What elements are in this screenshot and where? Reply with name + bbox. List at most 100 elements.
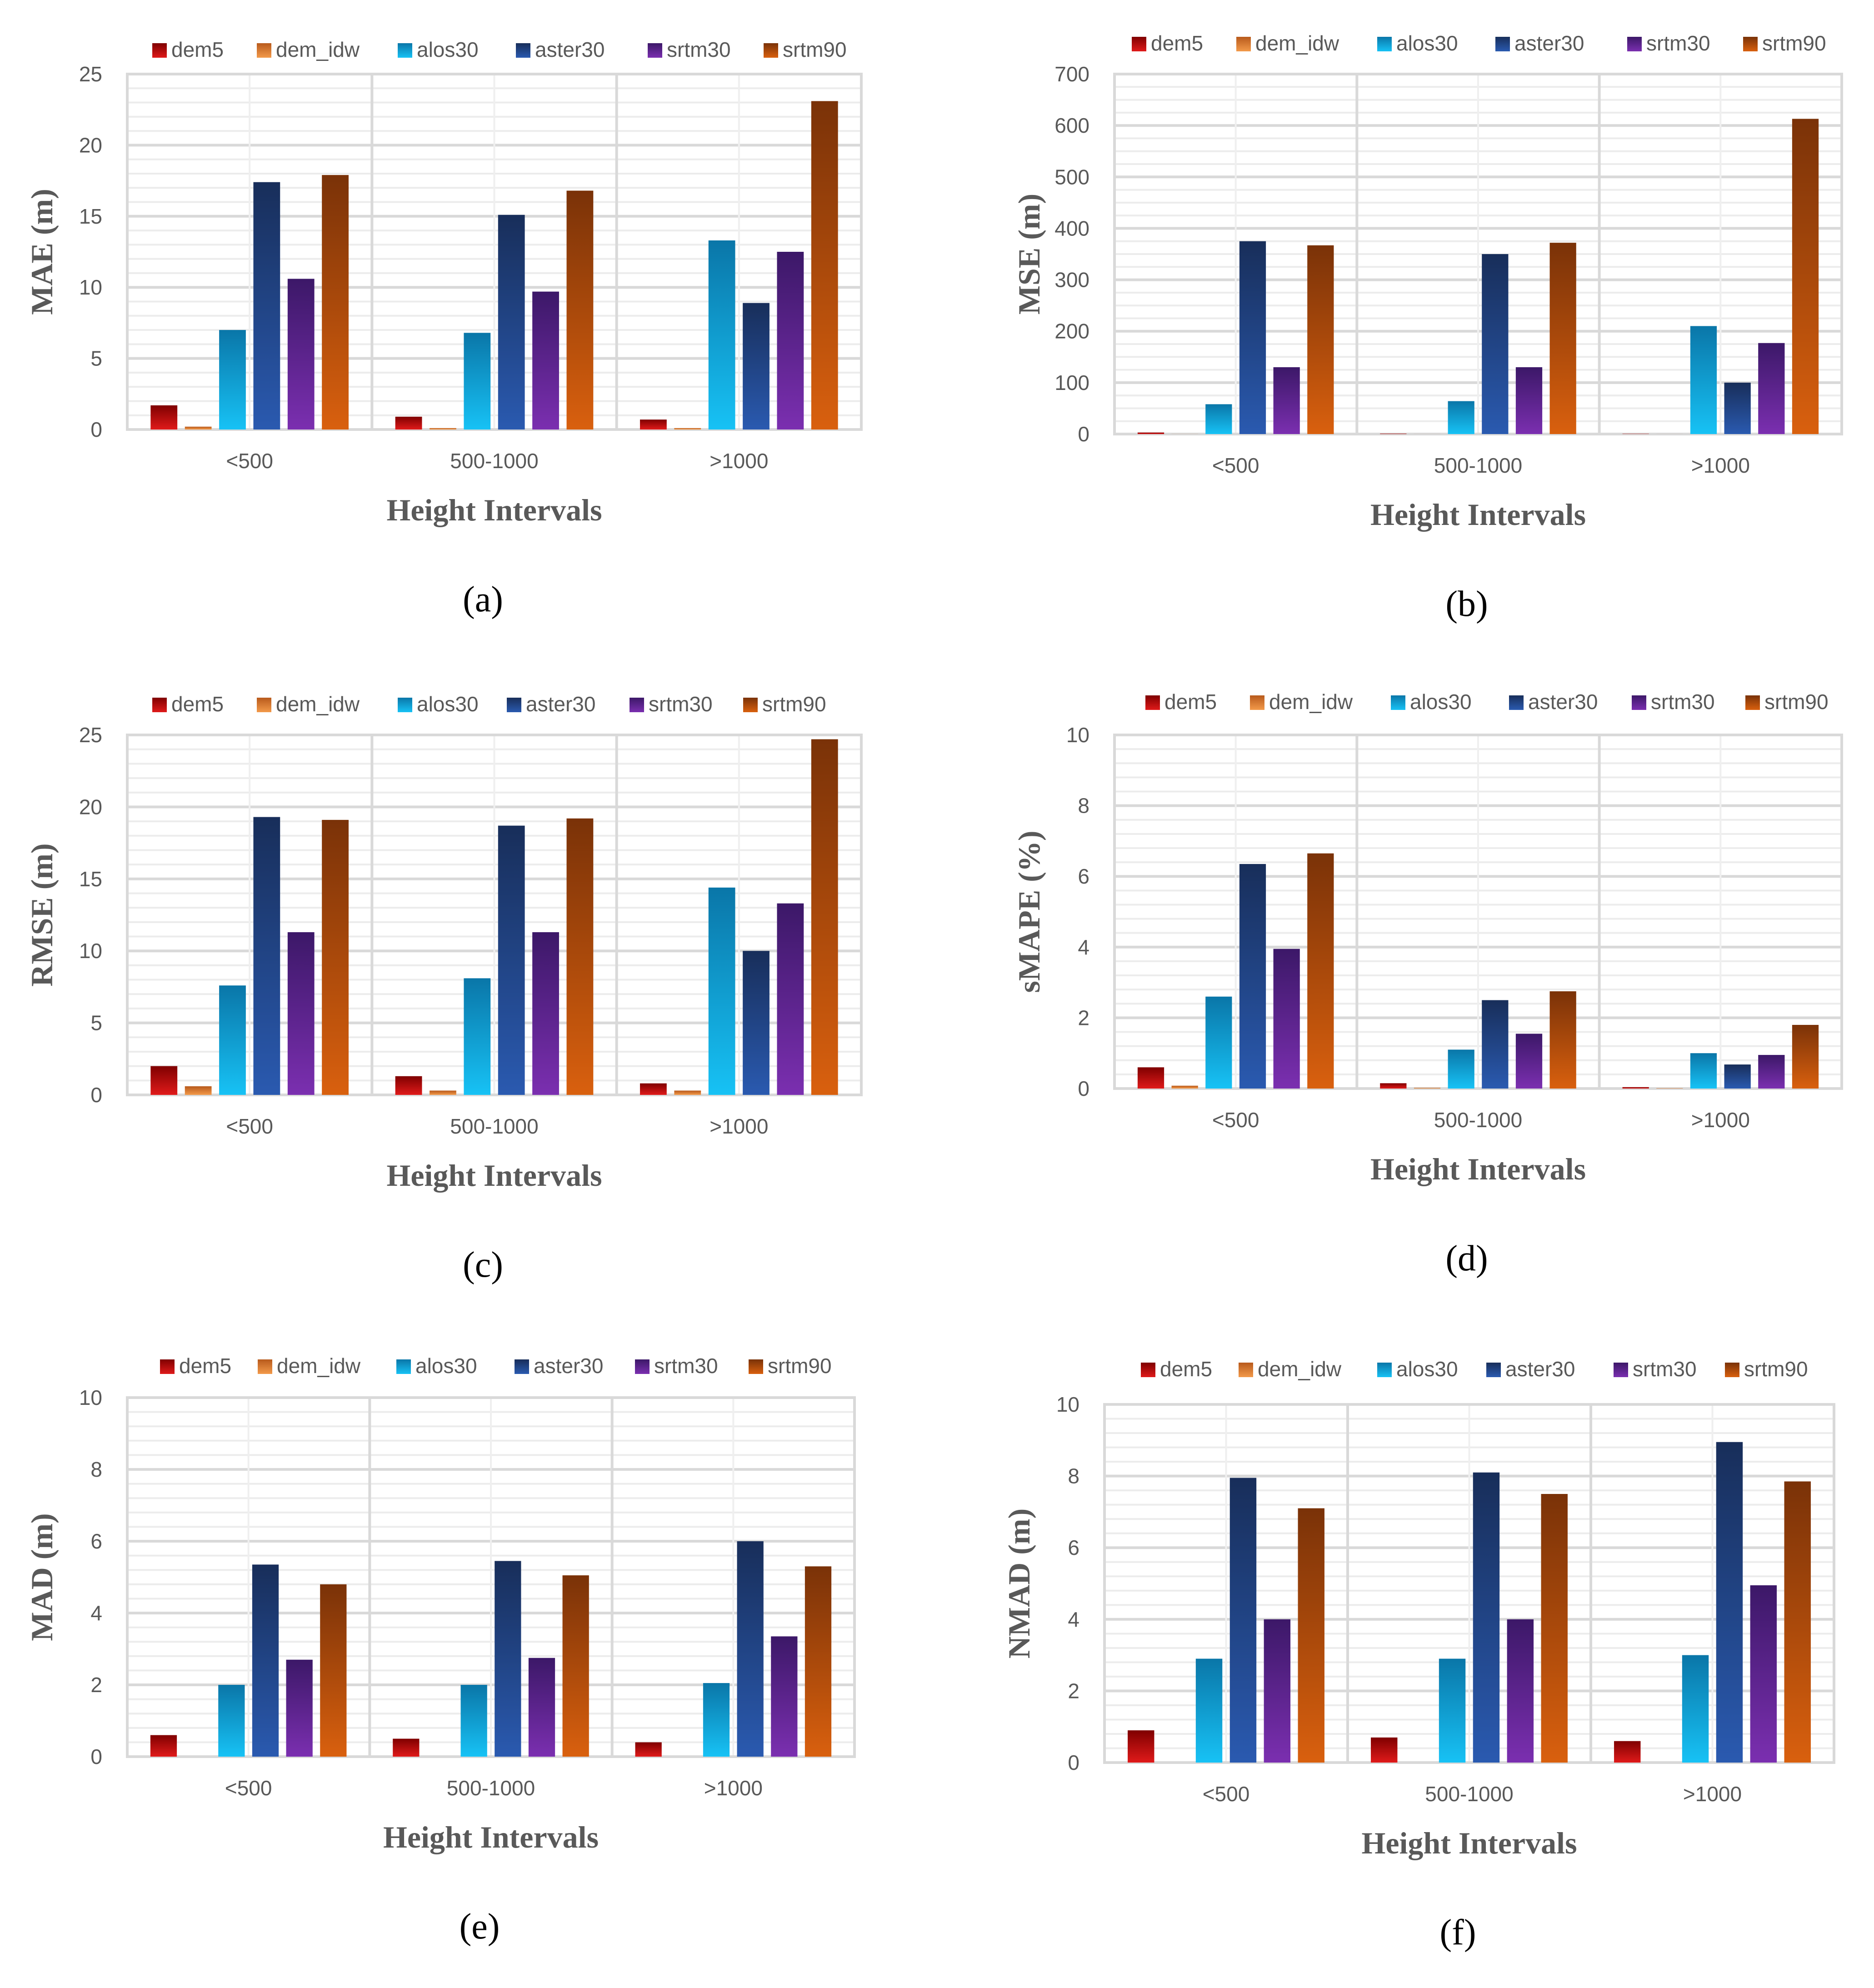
y-axis-title: NMAD (m) (1002, 1508, 1036, 1658)
bar-dem5-0 (1137, 1067, 1164, 1089)
legend-swatch-srtm30 (1614, 1363, 1628, 1377)
bar-aster30-0 (1239, 241, 1266, 434)
bar-aster30-2 (737, 1541, 764, 1757)
x-tick-label: 500-1000 (450, 1114, 538, 1138)
bar-srtm90-2 (805, 1566, 832, 1757)
y-axis-title: MSE (m) (1012, 194, 1046, 315)
y-tick-label: 10 (79, 275, 102, 299)
bar-aster30-1 (1482, 254, 1509, 434)
bar-dem5-0 (150, 1735, 177, 1757)
bar-srtm90-1 (562, 1575, 589, 1757)
legend-label-srtm90: srtm90 (1744, 1357, 1808, 1381)
bar-dem_idw-2 (674, 428, 701, 430)
bar-srtm30-0 (1264, 1619, 1291, 1763)
legend-label-alos30: alos30 (415, 1354, 477, 1378)
bar-srtm30-0 (287, 932, 315, 1095)
y-tick-label: 8 (1078, 794, 1089, 818)
plot-border (126, 734, 863, 1096)
bar-dem5-1 (393, 1738, 420, 1757)
plot-border (126, 1396, 856, 1758)
legend-swatch-alos30 (396, 1359, 411, 1374)
y-tick-label: 0 (1078, 1077, 1089, 1100)
bar-dem_idw-0 (1171, 1085, 1198, 1089)
legend-label-srtm90: srtm90 (1762, 31, 1826, 55)
legend-swatch-srtm90 (1743, 37, 1758, 51)
bar-dem_idw-2 (1656, 1088, 1683, 1089)
y-tick-label: 2 (1078, 1006, 1089, 1029)
legend-swatch-aster30 (1495, 37, 1510, 51)
bar-srtm90-1 (566, 818, 594, 1095)
legend-label-alos30: alos30 (1396, 1357, 1458, 1381)
legend-label-aster30: aster30 (534, 1354, 603, 1378)
x-axis-title: Height Intervals (383, 1820, 599, 1854)
legend-label-alos30: alos30 (417, 38, 479, 61)
legend-swatch-dem_idw (1250, 695, 1264, 710)
legend-swatch-alos30 (1377, 1363, 1392, 1377)
y-tick-label: 5 (90, 347, 102, 370)
bar-alos30-0 (1205, 404, 1232, 434)
y-tick-label: 700 (1054, 62, 1089, 86)
bar-dem5-1 (1371, 1737, 1398, 1763)
y-tick-label: 500 (1054, 165, 1089, 189)
plot-border (126, 73, 863, 431)
legend-swatch-dem5 (1132, 37, 1146, 51)
bar-srtm30-1 (532, 932, 559, 1095)
x-tick-label: <500 (226, 1114, 273, 1138)
bar-aster30-2 (1724, 1064, 1751, 1089)
legend-swatch-srtm30 (630, 698, 644, 712)
y-tick-label: 10 (1056, 1393, 1079, 1416)
y-tick-label: 600 (1054, 114, 1089, 137)
bar-aster30-1 (1473, 1472, 1500, 1763)
bar-srtm90-0 (1307, 853, 1334, 1089)
y-tick-label: 10 (79, 1386, 102, 1409)
legend: dem5 dem_idw alos30 aster30 srtm30 srtm90 (152, 692, 826, 716)
legend-swatch-srtm30 (635, 1359, 650, 1374)
bars (1137, 853, 1819, 1089)
bar-aster30-0 (1239, 864, 1266, 1089)
legend-label-srtm30: srtm30 (654, 1354, 718, 1378)
legend-swatch-alos30 (1391, 695, 1405, 710)
x-axis-title: Height Intervals (1361, 1826, 1577, 1860)
bar-dem5-1 (395, 416, 422, 430)
legend-label-srtm90: srtm90 (768, 1354, 832, 1378)
x-tick-label: 500-1000 (447, 1776, 535, 1800)
bar-dem5-0 (1128, 1730, 1154, 1763)
x-tick-label: >1000 (1691, 454, 1750, 477)
panel-caption: (f) (1440, 1913, 1476, 1953)
legend: dem5 dem_idw alos30 aster30 srtm30 srtm90 (1132, 31, 1826, 55)
bar-aster30-0 (252, 1564, 279, 1757)
bar-alos30-1 (1439, 1658, 1466, 1763)
y-tick-label: 300 (1054, 268, 1089, 292)
plot-border (1113, 73, 1843, 435)
legend-label-dem_idw: dem_idw (1255, 31, 1339, 55)
legend: dem5 dem_idw alos30 aster30 srtm30 srtm90 (152, 38, 847, 61)
legend-swatch-dem_idw (1236, 37, 1251, 51)
y-tick-label: 4 (90, 1601, 102, 1625)
legend-swatch-aster30 (516, 43, 530, 58)
x-tick-label: <500 (225, 1776, 272, 1800)
chart-panel-c: 0 5 10 15 20 25 <500 500-1000 >1000 Height Interv… (25, 692, 863, 1285)
legend-swatch-srtm90 (764, 43, 778, 58)
x-tick-label: 500-1000 (1434, 1108, 1522, 1132)
legend-swatch-dem_idw (1239, 1363, 1253, 1377)
bar-dem_idw-2 (674, 1090, 701, 1095)
y-tick-label: 6 (90, 1529, 102, 1553)
legend-label-aster30: aster30 (1528, 690, 1598, 714)
legend-swatch-dem_idw (258, 1359, 272, 1374)
plot-border (1113, 734, 1843, 1090)
legend-label-aster30: aster30 (535, 38, 605, 61)
y-tick-label: 6 (1068, 1536, 1079, 1559)
y-tick-label: 400 (1054, 216, 1089, 240)
chart-panel-a: 0 5 10 15 20 25 <500 500-1000 >1000 Height Interv… (25, 38, 863, 619)
legend-label-dem_idw: dem_idw (276, 692, 360, 716)
bar-srtm90-0 (1298, 1508, 1324, 1763)
bar-aster30-0 (253, 817, 280, 1095)
bar-dem5-1 (1380, 1083, 1407, 1089)
bar-aster30-2 (743, 303, 770, 430)
bar-alos30-1 (1448, 401, 1474, 434)
bar-srtm90-2 (811, 101, 838, 430)
bars (150, 739, 838, 1095)
legend-label-dem_idw: dem_idw (277, 1354, 361, 1378)
x-tick-label: >1000 (704, 1776, 763, 1800)
bar-alos30-0 (219, 985, 246, 1095)
